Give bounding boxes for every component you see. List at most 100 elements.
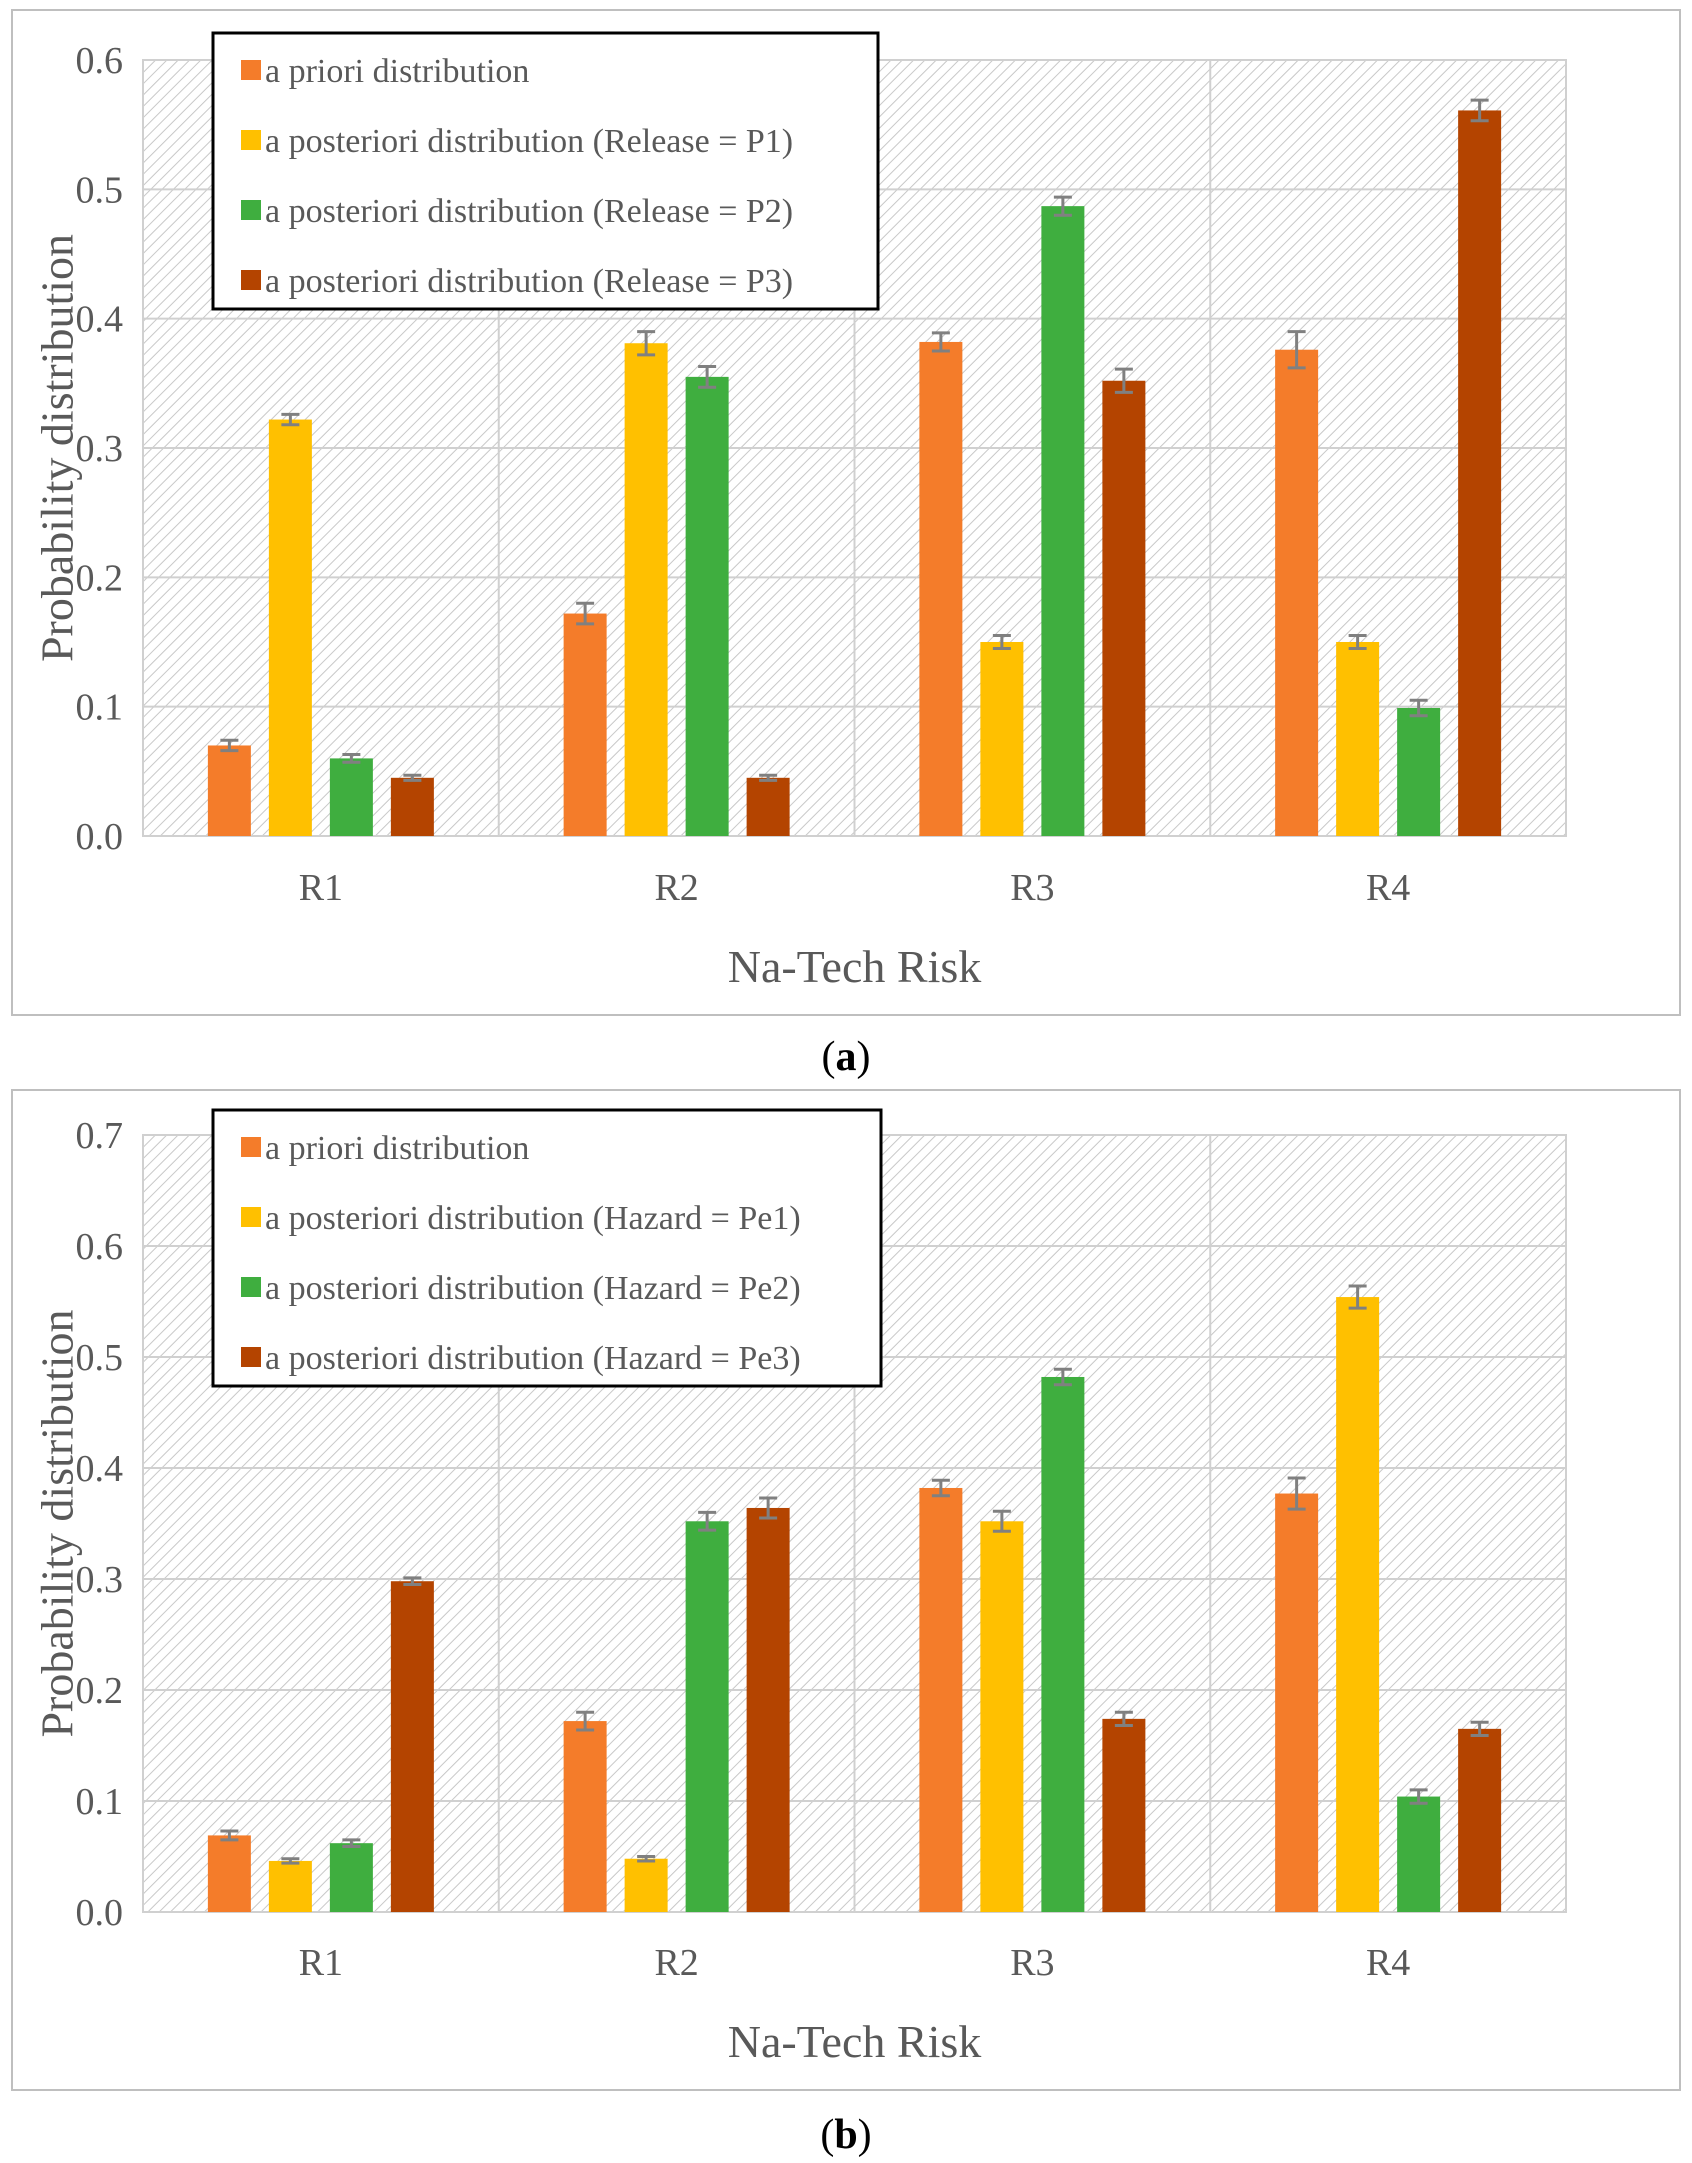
error-bar [931, 331, 950, 353]
error-bar [1114, 367, 1133, 394]
y-axis-title: Probability distribution [32, 1309, 83, 1737]
bar-R3-series-3 [1041, 206, 1085, 836]
y-tick-label: 0.4 [76, 299, 124, 341]
bar-R2-series-1 [563, 613, 607, 836]
error-bar [281, 1857, 300, 1865]
bar-R4-series-4 [1458, 1728, 1502, 1912]
bar-R2-series-4 [746, 1507, 790, 1912]
error-bar [403, 773, 422, 782]
error-bar [281, 412, 300, 427]
legend-entry: a posteriori distribution (Hazard = Pe3) [265, 1340, 801, 1377]
y-tick-label: 0.6 [76, 1226, 124, 1268]
legend-entry: a posteriori distribution (Release = P1) [265, 123, 793, 160]
error-bar [992, 634, 1011, 650]
bar-R3-series-4 [1102, 380, 1146, 836]
y-tick-label: 0.1 [76, 1781, 124, 1823]
bar-R4-series-2 [1336, 1297, 1380, 1912]
bar-R4-series-3 [1397, 1796, 1441, 1912]
y-tick-label: 0.5 [76, 169, 124, 211]
legend-entry: a priori distribution [265, 53, 529, 90]
bar-R3-series-3 [1041, 1376, 1085, 1912]
bar-layer [207, 1284, 1502, 1912]
bar-R2-series-3 [685, 1521, 729, 1912]
error-bar [1470, 1720, 1489, 1738]
bar-R3-series-4 [1102, 1718, 1146, 1912]
x-tick-labels: R1 R2 R3 R4 [299, 1942, 1411, 1984]
bar-R1-series-4 [390, 1581, 434, 1912]
y-tick-labels: 0.0 0.1 0.2 0.3 0.4 0.5 0.6 0.7 [76, 1115, 124, 1934]
legend: a priori distribution a posteriori distri… [211, 31, 880, 311]
legend-entry: a posteriori distribution (Hazard = Pe1) [265, 1200, 801, 1237]
legend-swatch [241, 1137, 261, 1157]
error-bar [1409, 1788, 1428, 1805]
bar-R3-series-1 [919, 341, 963, 836]
x-tick-label: R1 [299, 1942, 343, 1984]
bar-layer [207, 98, 1502, 836]
error-bar [931, 1478, 950, 1498]
x-tick-label: R2 [654, 1942, 698, 1984]
legend-swatch [241, 1347, 261, 1367]
bar-R2-series-4 [746, 777, 790, 836]
bar-R2-series-2 [624, 343, 668, 836]
bar-R1-series-1 [207, 1835, 251, 1912]
legend-box [211, 1108, 883, 1388]
error-bar [342, 753, 361, 764]
y-tick-labels: 0.0 0.1 0.2 0.3 0.4 0.5 0.6 [76, 40, 124, 858]
bar-R4-series-4 [1458, 110, 1502, 836]
bar-R3-series-1 [919, 1487, 963, 1912]
bar-R3-series-2 [980, 1521, 1024, 1912]
bar-R4-series-1 [1275, 1493, 1319, 1912]
bar-R1-series-3 [329, 758, 373, 836]
y-tick-label: 0.6 [76, 40, 124, 82]
x-tick-label: R3 [1010, 867, 1054, 909]
error-bar [576, 601, 595, 626]
error-bar [220, 738, 239, 753]
error-bar [576, 1710, 595, 1732]
y-tick-label: 0.3 [76, 428, 124, 470]
bar-R1-series-3 [329, 1843, 373, 1912]
error-bar [220, 1829, 239, 1842]
legend: a priori distribution a posteriori distri… [211, 1108, 883, 1388]
legend-swatch [241, 130, 261, 150]
legend-swatch [241, 1277, 261, 1297]
y-tick-label: 0.4 [76, 1448, 124, 1490]
legend-swatch [241, 1207, 261, 1227]
x-tick-label: R4 [1366, 867, 1410, 909]
x-tick-labels: R1 R2 R3 R4 [299, 867, 1411, 909]
bar-R2-series-1 [563, 1721, 607, 1912]
chart-panel-a: 0.0 0.1 0.2 0.3 0.4 0.5 0.6 R1 R2 R3 R4 Probabili… [11, 9, 1681, 1016]
y-axis-title: Probability distribution [32, 234, 83, 662]
bar-R3-series-2 [980, 642, 1024, 836]
chart-panel-b: 0.0 0.1 0.2 0.3 0.4 0.5 0.6 0.7 R1 R2 R3 R4 Probab… [11, 1089, 1681, 2091]
error-bar [1053, 195, 1072, 217]
bar-R4-series-1 [1275, 349, 1319, 836]
x-axis-title: Na-Tech Risk [728, 941, 982, 992]
error-bar [637, 1855, 656, 1863]
bar-R1-series-2 [268, 419, 312, 836]
error-bar [1287, 1476, 1306, 1511]
error-bar [403, 1576, 422, 1587]
bar-R1-series-2 [268, 1860, 312, 1912]
x-tick-label: R1 [299, 867, 343, 909]
y-tick-label: 0.3 [76, 1559, 124, 1601]
legend-entry: a posteriori distribution (Hazard = Pe2) [265, 1270, 801, 1307]
y-tick-label: 0.5 [76, 1337, 124, 1379]
x-tick-label: R3 [1010, 1942, 1054, 1984]
y-tick-label: 0.2 [76, 557, 124, 599]
y-tick-label: 0.7 [76, 1115, 124, 1157]
error-bar [759, 773, 778, 782]
x-tick-label: R2 [654, 867, 698, 909]
bar-R1-series-1 [207, 745, 251, 836]
legend-entry: a posteriori distribution (Release = P3) [265, 263, 793, 300]
error-bar [1409, 698, 1428, 718]
bar-R2-series-3 [685, 376, 729, 836]
y-tick-label: 0.0 [76, 816, 124, 858]
legend-swatch [241, 200, 261, 220]
panel-b-caption: (b) [820, 2112, 871, 2158]
error-bar [1114, 1710, 1133, 1728]
legend-swatch [241, 60, 261, 80]
error-bar [1348, 1284, 1367, 1310]
x-axis-title: Na-Tech Risk [728, 2016, 982, 2067]
error-bar [698, 1510, 717, 1532]
